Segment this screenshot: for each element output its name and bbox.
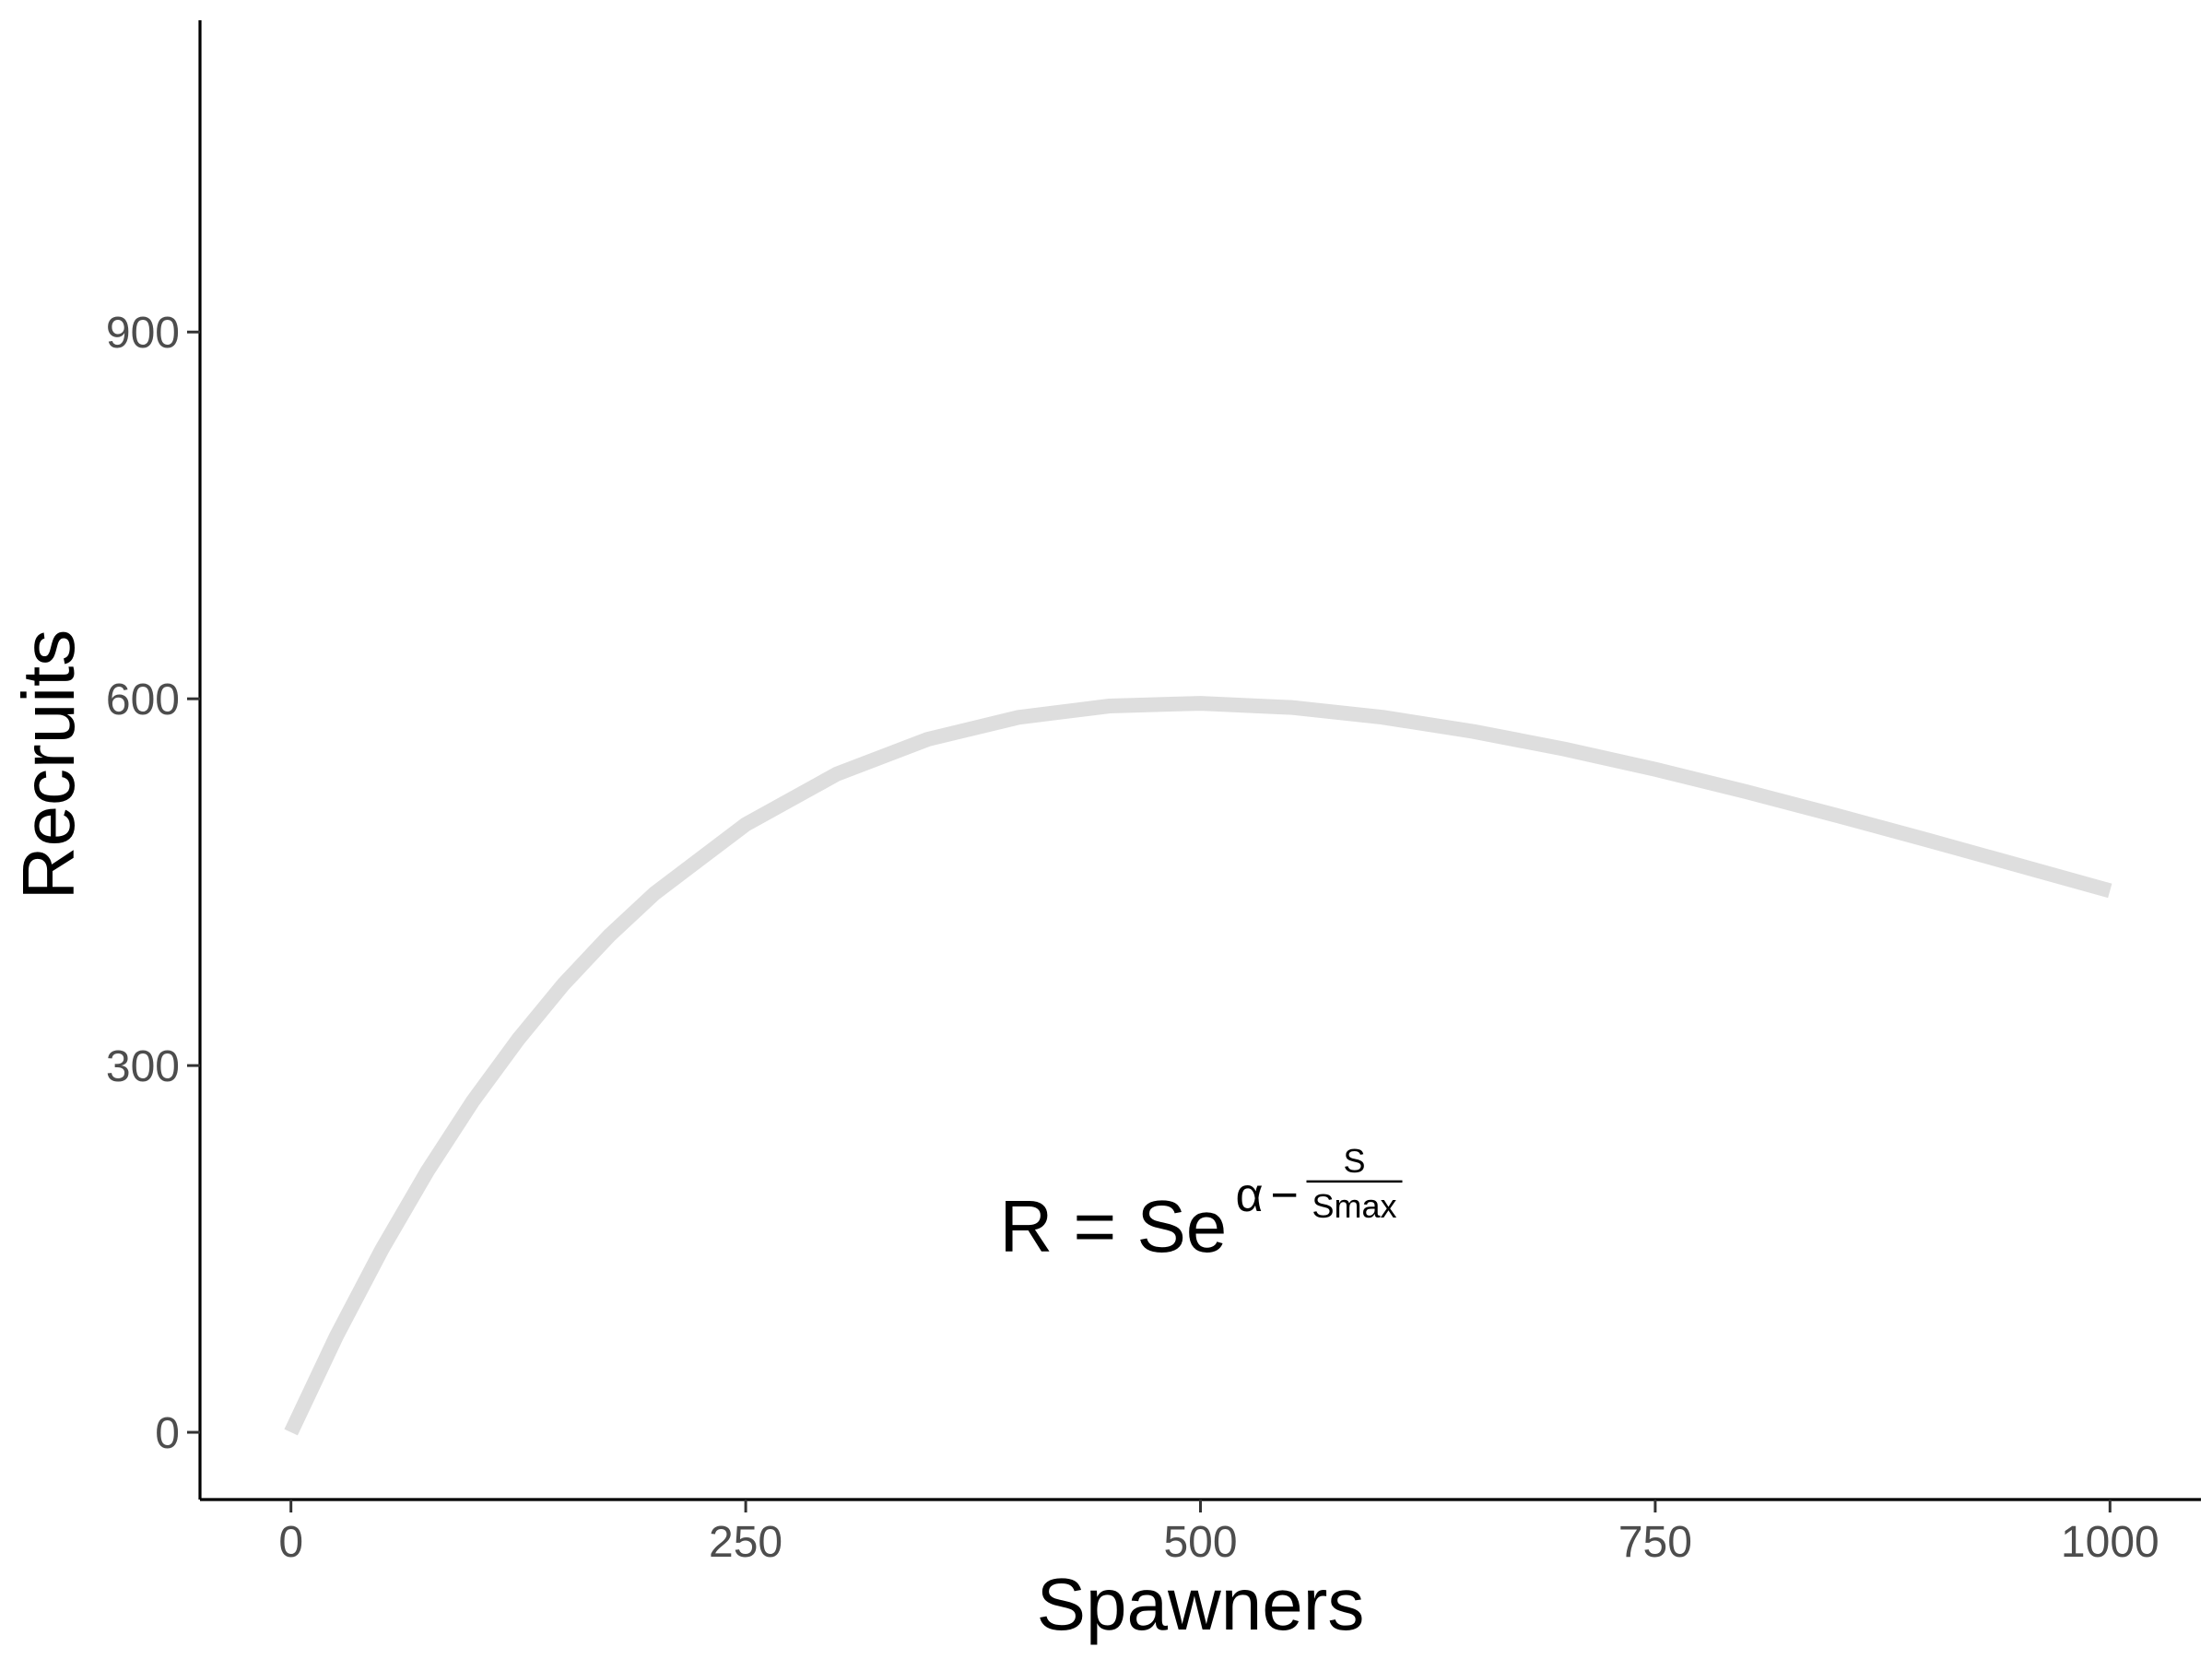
x-axis-title: Spawners xyxy=(1037,1563,1365,1645)
axes-layer: 0 250 500 750 1000 0 300 600 900 Spawners Recruits xyxy=(7,20,2201,1645)
series-line-0 xyxy=(284,696,2112,1436)
equation-fraction-numerator: S xyxy=(1343,1142,1365,1180)
x-tick-label: 1000 xyxy=(2061,1518,2159,1567)
equation-lhs: R = Se xyxy=(1000,1185,1228,1267)
x-tick-label: 0 xyxy=(278,1518,303,1567)
x-tick-label: 250 xyxy=(709,1518,782,1567)
x-tick-label: 500 xyxy=(1163,1518,1237,1567)
equation-exp-symbol: α xyxy=(1236,1169,1264,1222)
annotation-layer: R = Se α − S Smax xyxy=(1000,1142,1403,1267)
y-axis-title: Recruits xyxy=(7,629,89,900)
equation-fraction-denominator: Smax xyxy=(1312,1187,1396,1225)
x-tick-label: 750 xyxy=(1618,1518,1692,1567)
equation-exp-operator: − xyxy=(1271,1169,1299,1222)
y-tick-label: 600 xyxy=(106,676,180,724)
y-tick-label: 300 xyxy=(106,1042,180,1091)
series-layer xyxy=(284,696,2112,1436)
y-tick-label: 900 xyxy=(106,309,180,358)
y-tick-label: 0 xyxy=(155,1409,180,1458)
